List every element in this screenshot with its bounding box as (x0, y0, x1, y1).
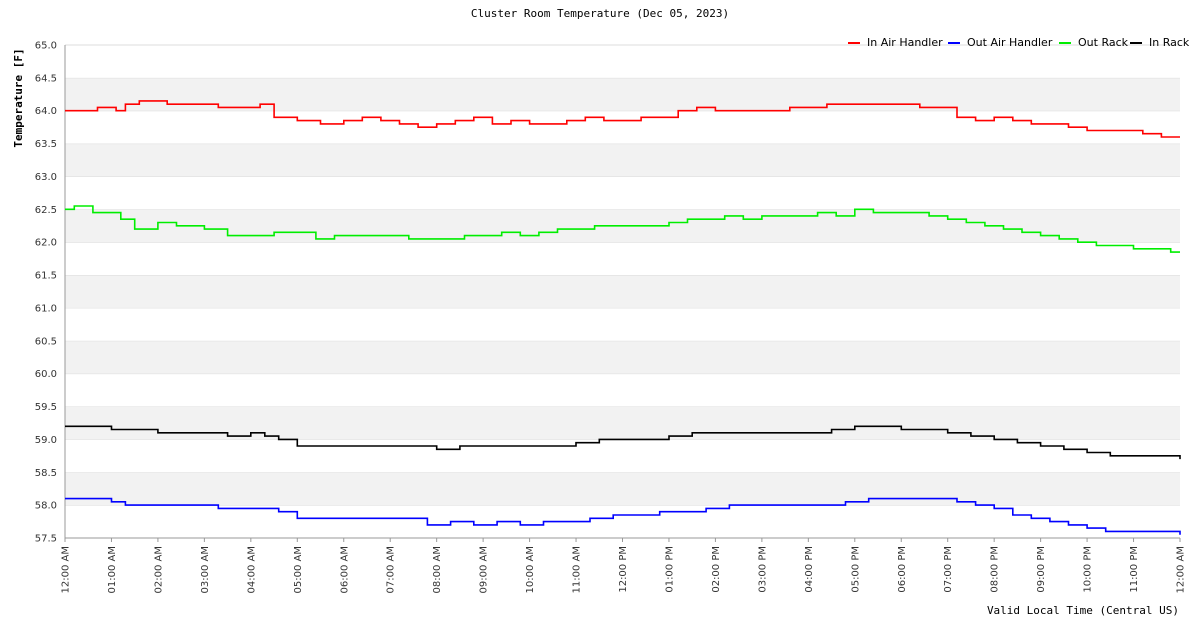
x-tick-label: 04:00 PM (804, 546, 815, 593)
legend-label: Out Rack (1078, 36, 1129, 49)
x-tick-label: 11:00 AM (572, 546, 583, 593)
grid-bands (65, 44, 1180, 538)
x-tick-label: 12:00 PM (618, 546, 629, 593)
x-tick-label: 01:00 AM (107, 546, 118, 593)
legend-label: In Rack (1149, 36, 1190, 49)
grid-band (65, 373, 1180, 407)
x-tick-label: 03:00 AM (200, 546, 211, 593)
series-line-in-air-handler (65, 100, 1180, 138)
legend-label: Out Air Handler (967, 36, 1053, 49)
x-tick-label: 03:00 PM (757, 546, 768, 593)
series-layer (65, 100, 1181, 535)
x-tick-label: 05:00 AM (293, 546, 304, 593)
grid-band (65, 77, 1180, 111)
y-tick-label: 64.0 (35, 106, 57, 117)
x-tick-label: 10:00 PM (1083, 546, 1094, 593)
legend-item: In Air Handler (848, 36, 943, 49)
y-tick-label: 59.0 (35, 435, 57, 446)
x-tick-label: 05:00 PM (850, 546, 861, 593)
grid-band (65, 143, 1180, 177)
y-tick-label: 63.5 (35, 139, 57, 150)
y-axis-ticks: 57.5 58.0 58.5 59.0 59.5 60.0 60.5 61.0 61.5 62.0… (35, 41, 57, 545)
legend-item: Out Rack (1059, 36, 1129, 49)
y-tick-label: 65.0 (35, 41, 57, 52)
grid-band (65, 472, 1180, 506)
y-tick-label: 62.0 (35, 238, 57, 249)
grid-band (65, 340, 1180, 374)
x-tick-label: 09:00 AM (479, 546, 490, 593)
x-tick-label: 11:00 PM (1129, 546, 1140, 593)
x-axis-label: Valid Local Time (Central US) (987, 604, 1179, 617)
y-axis-label: Temperature [F] (12, 48, 25, 147)
y-tick-label: 63.0 (35, 172, 57, 183)
grid-band (65, 505, 1180, 538)
series-line-out-rack (65, 205, 1180, 253)
legend-item: Out Air Handler (948, 36, 1053, 49)
x-tick-label: 12:00 AM (61, 546, 72, 593)
grid-band (65, 176, 1180, 210)
x-tick-label: 02:00 AM (153, 546, 164, 593)
x-tick-label: 06:00 PM (897, 546, 908, 593)
x-tick-label: 01:00 PM (664, 546, 675, 593)
x-tick-label: 06:00 AM (339, 546, 350, 593)
y-tick-label: 62.5 (35, 205, 57, 216)
x-tick-label: 07:00 PM (943, 546, 954, 593)
x-tick-label: 07:00 AM (386, 546, 397, 593)
y-tick-label: 59.5 (35, 402, 57, 413)
chart-title: Cluster Room Temperature (Dec 05, 2023) (471, 7, 729, 20)
x-tick-label: 02:00 PM (711, 546, 722, 593)
y-tick-label: 61.5 (35, 271, 57, 282)
legend-item: In Rack (1130, 36, 1190, 49)
y-tick-label: 58.0 (35, 501, 57, 512)
legend: In Air Handler Out Air Handler Out Rack In … (848, 36, 1190, 49)
grid-band (65, 45, 1180, 78)
grid-band (65, 275, 1180, 308)
y-tick-label: 58.5 (35, 468, 57, 479)
legend-label: In Air Handler (867, 36, 943, 49)
grid-band (65, 307, 1180, 341)
x-tick-label: 10:00 AM (525, 546, 536, 593)
x-axis-ticks: 12:00 AM 01:00 AM 02:00 AM 03:00 AM 04:00 AM… (61, 538, 1187, 593)
x-tick-label: 08:00 AM (432, 546, 443, 593)
y-tick-label: 60.5 (35, 336, 57, 347)
x-tick-label: 09:00 PM (1036, 546, 1047, 593)
grid-band (65, 242, 1180, 276)
grid-band (65, 439, 1180, 473)
y-tick-label: 60.0 (35, 369, 57, 380)
grid-band (65, 110, 1180, 144)
grid-band (65, 406, 1180, 440)
series-line-out-air-handler (65, 497, 1181, 535)
x-tick-label: 04:00 AM (246, 546, 257, 593)
x-tick-label: 08:00 PM (990, 546, 1001, 593)
y-tick-label: 61.0 (35, 303, 57, 314)
x-tick-label: 12:00 AM (1176, 546, 1187, 593)
series-line-in-rack (65, 425, 1181, 460)
y-tick-label: 64.5 (35, 73, 57, 84)
y-tick-label: 57.5 (35, 534, 57, 545)
